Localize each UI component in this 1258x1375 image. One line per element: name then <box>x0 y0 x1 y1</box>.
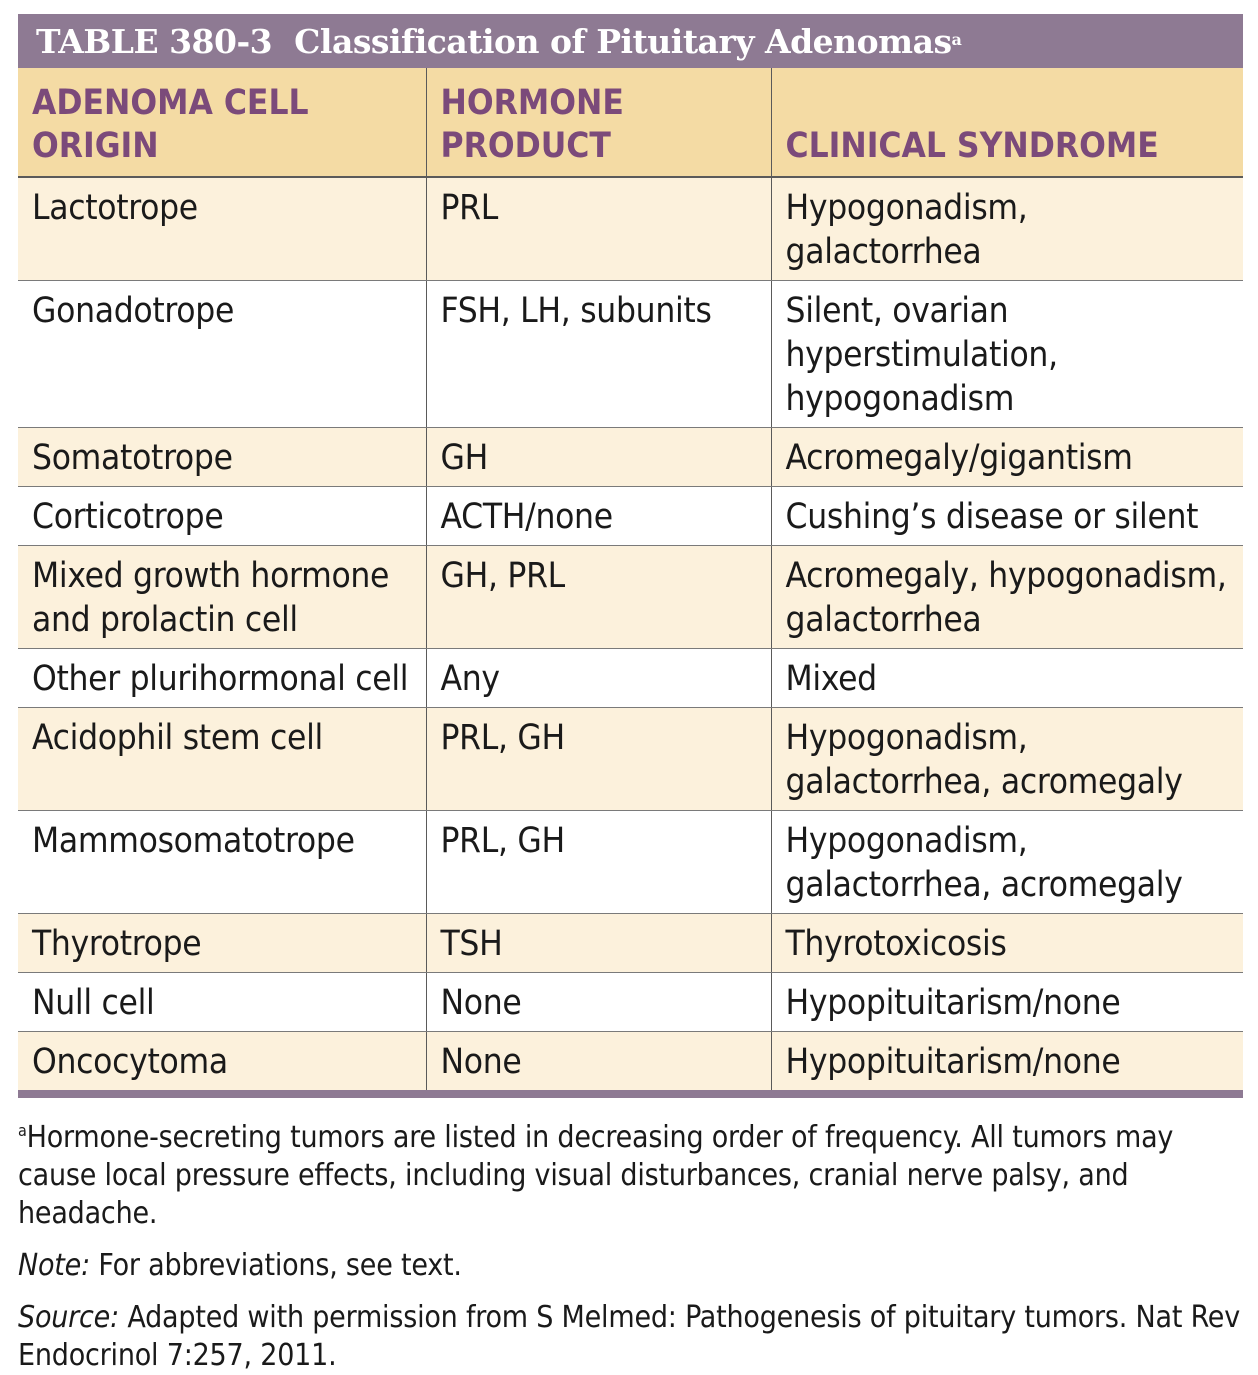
title-footnote-marker: a <box>951 29 962 49</box>
cell-hormone-product: None <box>425 972 771 1032</box>
cell-clinical-syndrome: Cushing’s disease or silent <box>770 486 1243 546</box>
cell-clinical-syndrome: Acromegaly/gigantism <box>770 427 1243 487</box>
table-row: Mammosomatotrope PRL, GH Hypogonadism, gal… <box>18 810 1243 914</box>
adenoma-table: ADENOMA CELL ORIGIN HORMONE PRODUCT CLINI… <box>18 68 1243 1090</box>
cell-hormone-product: Any <box>425 648 771 708</box>
cell-clinical-syndrome: Hypogonadism, galactorrhea, acromegaly <box>770 810 1243 914</box>
table-row: Null cell None Hypopituitarism/none <box>18 972 1243 1032</box>
table-title-bar: TABLE 380-3 Classification of Pituitary … <box>18 14 1243 68</box>
cell-adenoma-origin: Mammosomatotrope <box>18 810 426 914</box>
table-row: Other plurihormonal cell Any Mixed <box>18 648 1243 708</box>
cell-adenoma-origin: Mixed growth hormone and prolactin cell <box>18 545 426 649</box>
cell-hormone-product: PRL <box>425 177 771 281</box>
cell-hormone-product: GH <box>425 427 771 487</box>
table-row: Lactotrope PRL Hypogonadism, galactorrhea <box>18 177 1243 281</box>
table-row: Mixed growth hormone and prolactin cell G… <box>18 545 1243 649</box>
cell-adenoma-origin: Thyrotrope <box>18 913 426 973</box>
footnote-source: Source: Adapted with permission from S M… <box>18 1300 1240 1373</box>
cell-clinical-syndrome: Hypogonadism, galactorrhea, acromegaly <box>770 707 1243 811</box>
cell-hormone-product: PRL, GH <box>425 810 771 914</box>
table-row: Oncocytoma None Hypopituitarism/none <box>18 1031 1243 1090</box>
cell-adenoma-origin: Corticotrope <box>18 486 426 546</box>
cell-adenoma-origin: Somatotrope <box>18 427 426 487</box>
table-row: Thyrotrope TSH Thyrotoxicosis <box>18 913 1243 973</box>
cell-adenoma-origin: Gonadotrope <box>18 280 426 428</box>
cell-hormone-product: None <box>425 1031 771 1090</box>
table-container: TABLE 380-3 Classification of Pituitary … <box>18 14 1243 1375</box>
table-row: Acidophil stem cell PRL, GH Hypogonadism, … <box>18 707 1243 811</box>
header-hormone-product: HORMONE PRODUCT <box>425 68 771 178</box>
cell-adenoma-origin: Acidophil stem cell <box>18 707 426 811</box>
cell-clinical-syndrome: Acromegaly, hypogonadism, galactorrhea <box>770 545 1243 649</box>
cell-clinical-syndrome: Mixed <box>770 648 1243 708</box>
cell-clinical-syndrome: Thyrotoxicosis <box>770 913 1243 973</box>
table-number: TABLE 380-3 <box>36 21 273 61</box>
cell-clinical-syndrome: Silent, ovarian hyperstimulation, hypogo… <box>770 280 1243 428</box>
cell-clinical-syndrome: Hypopituitarism/none <box>770 1031 1243 1090</box>
cell-hormone-product: GH, PRL <box>425 545 771 649</box>
table-title: Classification of Pituitary Adenomas <box>294 21 952 61</box>
cell-adenoma-origin: Other plurihormonal cell <box>18 648 426 708</box>
table-row: Corticotrope ACTH/none Cushing’s disease o… <box>18 486 1243 546</box>
cell-hormone-product: PRL, GH <box>425 707 771 811</box>
cell-hormone-product: TSH <box>425 913 771 973</box>
cell-hormone-product: ACTH/none <box>425 486 771 546</box>
footnote-a: aHormone-secreting tumors are listed in … <box>18 1120 1174 1231</box>
table-footnotes: aHormone-secreting tumors are listed in … <box>18 1112 1243 1375</box>
header-clinical-syndrome: CLINICAL SYNDROME <box>770 68 1243 178</box>
cell-adenoma-origin: Null cell <box>18 972 426 1032</box>
table-row: Gonadotrope FSH, LH, subunits Silent, ovar… <box>18 280 1243 428</box>
cell-clinical-syndrome: Hypopituitarism/none <box>770 972 1243 1032</box>
cell-hormone-product: FSH, LH, subunits <box>425 280 771 428</box>
header-adenoma-cell-origin: ADENOMA CELL ORIGIN <box>18 68 426 178</box>
table-row: Somatotrope GH Acromegaly/gigantism <box>18 427 1243 487</box>
table-bottom-rule <box>18 1090 1243 1098</box>
cell-clinical-syndrome: Hypogonadism, galactorrhea <box>770 177 1243 281</box>
footnote-note: Note: For abbreviations, see text. <box>18 1248 462 1283</box>
table-header-row: ADENOMA CELL ORIGIN HORMONE PRODUCT CLINI… <box>18 68 1243 178</box>
cell-adenoma-origin: Oncocytoma <box>18 1031 426 1090</box>
cell-adenoma-origin: Lactotrope <box>18 177 426 281</box>
